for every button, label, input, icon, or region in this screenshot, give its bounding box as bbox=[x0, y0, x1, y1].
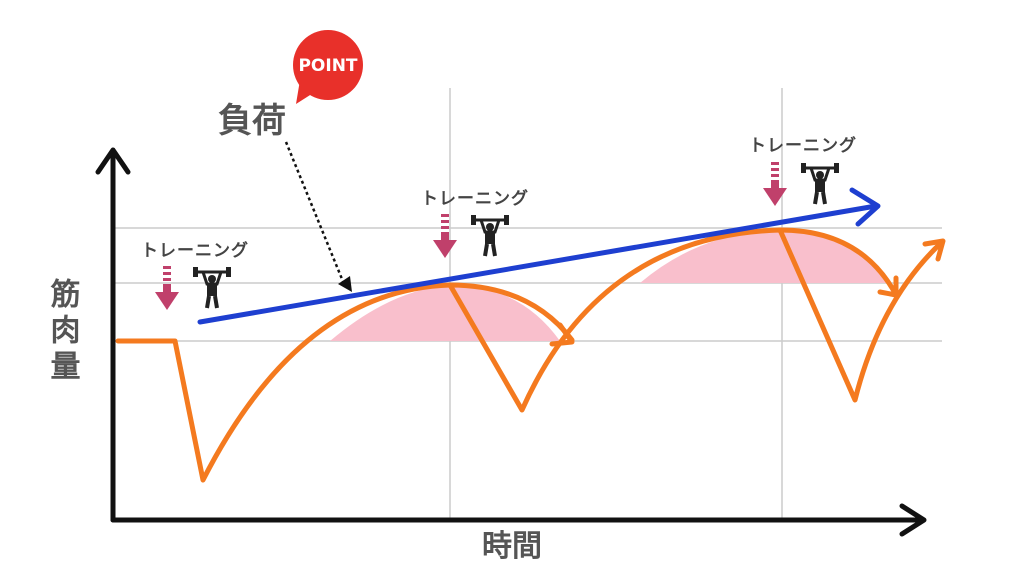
training-icon bbox=[153, 264, 233, 312]
axes bbox=[95, 147, 927, 537]
badge-circle bbox=[293, 30, 363, 100]
y-axis-label: 筋肉量 bbox=[45, 278, 81, 386]
load-label: 負荷 bbox=[218, 101, 286, 141]
x-axis-arrow bbox=[899, 503, 927, 537]
badge-text: POINT bbox=[298, 56, 357, 76]
load-line bbox=[197, 203, 879, 325]
x-axis-label: 時間 bbox=[482, 529, 542, 564]
curve-arrow bbox=[922, 238, 946, 262]
pointer-head bbox=[338, 276, 352, 292]
load-arrow bbox=[197, 187, 881, 325]
training-icon bbox=[761, 160, 841, 208]
training-label: トレーニング bbox=[749, 135, 857, 156]
y-axis-arrow bbox=[95, 147, 131, 175]
curve-segment bbox=[777, 227, 945, 403]
gain-area bbox=[640, 230, 890, 283]
muscle-curve bbox=[115, 227, 946, 483]
training-label: トレーニング bbox=[141, 240, 249, 261]
pointer-line bbox=[284, 141, 346, 285]
training-icon bbox=[431, 212, 511, 260]
curve-segment bbox=[447, 227, 898, 413]
training-label: トレーニング bbox=[421, 188, 529, 209]
curve-segment bbox=[115, 282, 575, 483]
point-badge: POINT bbox=[293, 30, 363, 104]
load-arrowhead bbox=[849, 187, 881, 227]
gain-area bbox=[330, 285, 560, 341]
